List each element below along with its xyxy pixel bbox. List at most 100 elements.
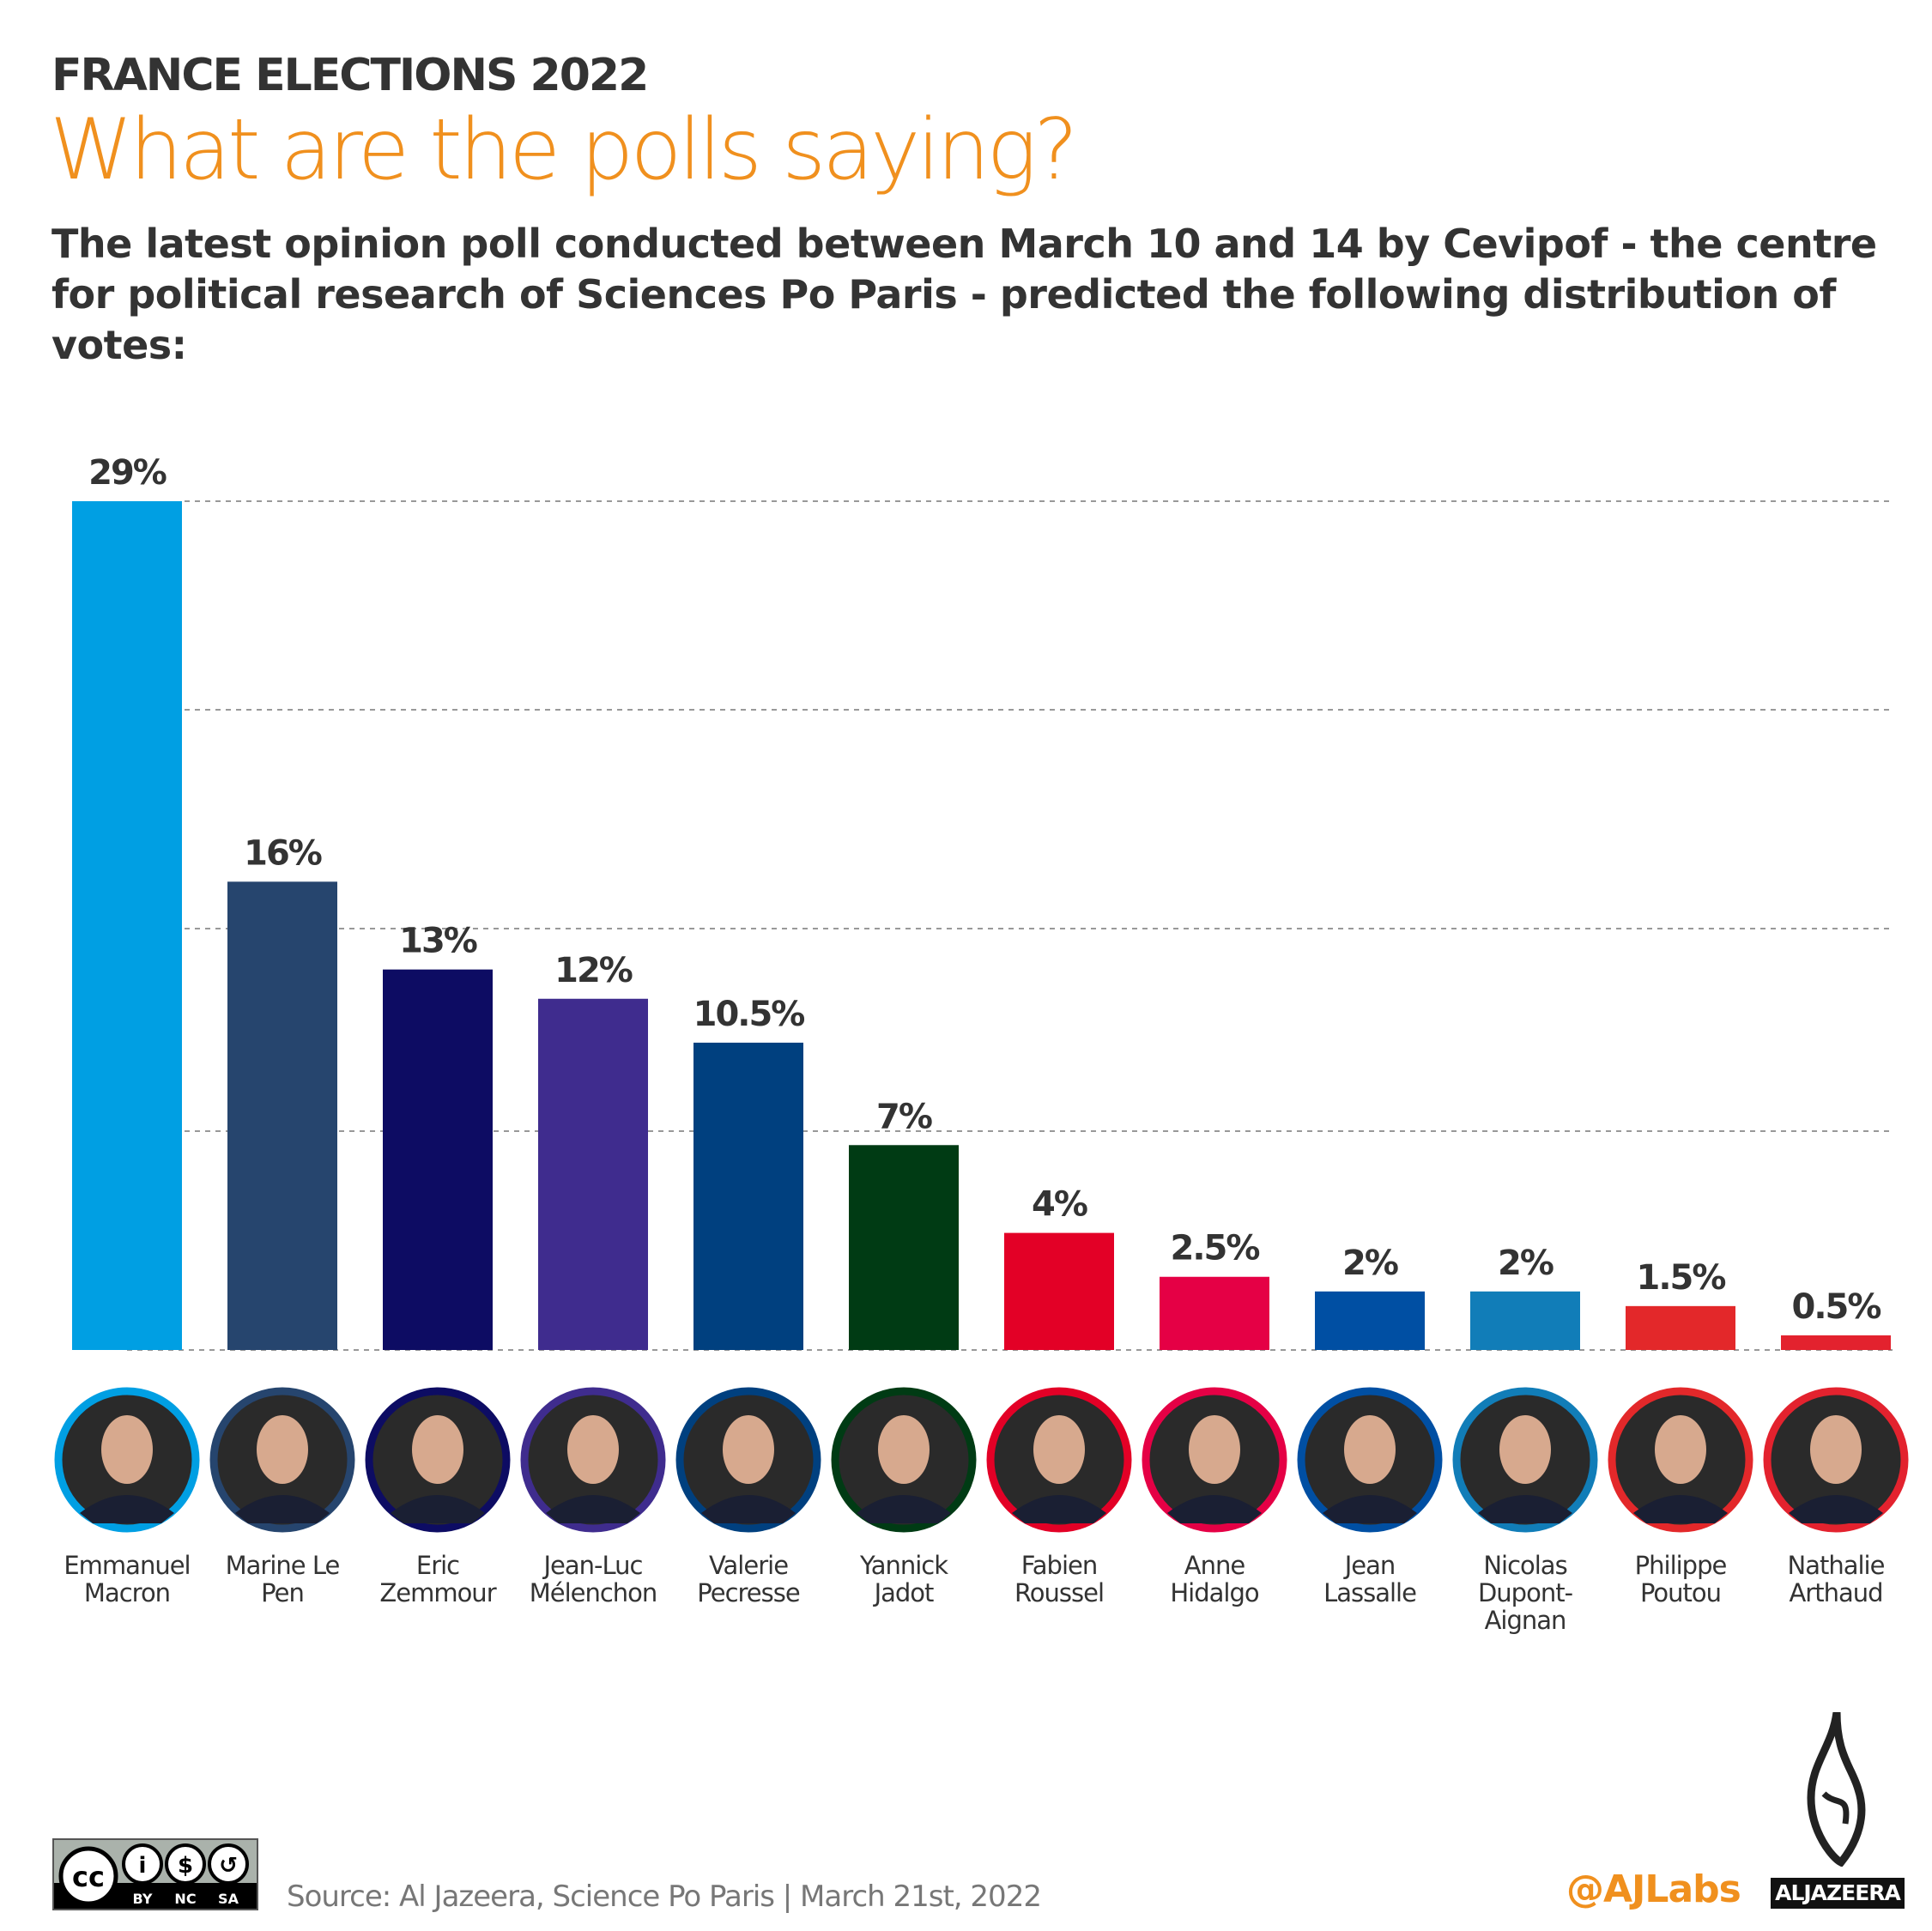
candidate-name: Emmanuel Macron xyxy=(50,1552,204,1607)
candidate-name: Nathalie Arthaud xyxy=(1759,1552,1913,1607)
shoulders-icon xyxy=(235,1495,330,1523)
candidate-name-line: Nathalie xyxy=(1787,1551,1886,1580)
face-icon xyxy=(257,1415,308,1484)
face-icon xyxy=(723,1415,774,1484)
shoulders-icon xyxy=(1323,1495,1417,1523)
candidate-name-line: Hidalgo xyxy=(1170,1578,1259,1607)
candidate-name-line: Mélenchon xyxy=(529,1578,658,1607)
candidate-name-line: Aignan xyxy=(1484,1606,1567,1635)
bar-1 xyxy=(227,881,337,1350)
bar-9 xyxy=(1470,1291,1580,1350)
face-icon xyxy=(101,1415,153,1484)
candidate-name-line: Yannick xyxy=(859,1551,948,1580)
candidate-name-line: Pecresse xyxy=(697,1578,800,1607)
candidate-name-line: Emmanuel xyxy=(64,1551,191,1580)
bar-5 xyxy=(849,1145,959,1350)
candidate-name-line: Zemmour xyxy=(379,1578,496,1607)
bar-6 xyxy=(1004,1232,1114,1350)
shoulders-icon xyxy=(391,1495,485,1523)
candidate-name-line: Eric xyxy=(415,1551,460,1580)
candidate-name: Nicolas Dupont- Aignan xyxy=(1448,1552,1602,1634)
face-icon xyxy=(1033,1415,1085,1484)
description: The latest opinion poll conducted betwee… xyxy=(51,221,1877,368)
bar-2 xyxy=(383,969,493,1350)
candidate-name: Jean-Luc Mélenchon xyxy=(516,1552,670,1607)
svg-text:↺: ↺ xyxy=(219,1853,238,1879)
candidate-name: Anne Hidalgo xyxy=(1137,1552,1292,1607)
shoulders-icon xyxy=(701,1495,796,1523)
candidate-name-line: Nicolas xyxy=(1483,1551,1567,1580)
shoulders-icon xyxy=(857,1495,951,1523)
face-icon xyxy=(1189,1415,1240,1484)
candidate-name-line: Fabien xyxy=(1021,1551,1098,1580)
face-icon xyxy=(1344,1415,1396,1484)
page-title: What are the polls saying? xyxy=(50,101,1078,199)
aljazeera-brand: ALJAZEERA xyxy=(1771,1878,1905,1909)
shoulders-icon xyxy=(546,1495,640,1523)
candidate-name-line: Dupont- xyxy=(1477,1578,1573,1607)
candidate-name: Eric Zemmour xyxy=(360,1552,515,1607)
bar-10 xyxy=(1626,1305,1735,1350)
candidate-name-line: Jean-Luc xyxy=(543,1551,644,1580)
shoulders-icon xyxy=(1789,1495,1883,1523)
candidate-name: Fabien Roussel xyxy=(982,1552,1136,1607)
aljazeera-logo-icon xyxy=(1807,1712,1866,1867)
shoulders-icon xyxy=(80,1495,174,1523)
candidate-name-line: Poutou xyxy=(1639,1578,1722,1607)
candidate-name-line: Roussel xyxy=(1014,1578,1105,1607)
candidate-name-line: Jean xyxy=(1344,1551,1396,1580)
data-label: 7% xyxy=(876,1097,932,1136)
candidate-name: Valerie Pecresse xyxy=(671,1552,826,1607)
license-nc: NC xyxy=(174,1891,196,1907)
bar-8 xyxy=(1315,1291,1425,1350)
shoulders-icon xyxy=(1478,1495,1572,1523)
candidate-name-line: Arthaud xyxy=(1789,1578,1883,1607)
shoulders-icon xyxy=(1012,1495,1106,1523)
candidate-name: Marine Le Pen xyxy=(205,1552,360,1607)
svg-text:i: i xyxy=(139,1853,147,1879)
bar-11 xyxy=(1781,1335,1891,1350)
svg-text:cc: cc xyxy=(72,1861,105,1893)
face-icon xyxy=(1499,1415,1551,1484)
data-label: 10.5% xyxy=(693,995,805,1034)
data-label: 4% xyxy=(1032,1185,1087,1225)
candidate-name-line: Marine Le xyxy=(225,1551,341,1580)
bar-chart: 29% 16% 13% 12% 10.5% 7% 4% 2.5% 2% 2% 1.5% 0.5% xyxy=(54,453,1909,1533)
candidate-name-line: Philippe xyxy=(1634,1551,1728,1580)
face-icon xyxy=(878,1415,930,1484)
source-note: Source: Al Jazeera, Science Po Paris | M… xyxy=(287,1880,1042,1914)
bar-3 xyxy=(538,998,648,1350)
candidate-name-line: Valerie xyxy=(708,1551,789,1580)
data-label: 13% xyxy=(399,922,477,961)
data-label: 16% xyxy=(244,833,322,873)
data-label: 2.5% xyxy=(1171,1229,1260,1268)
candidate-name: Jean Lassalle xyxy=(1293,1552,1447,1607)
ajlabs-handle: @AJLabs xyxy=(1566,1867,1741,1911)
face-icon xyxy=(1810,1415,1862,1484)
kicker: FRANCE ELECTIONS 2022 xyxy=(51,50,649,101)
data-label: 12% xyxy=(554,951,633,990)
candidate-name-line: Lassalle xyxy=(1323,1578,1417,1607)
bar-4 xyxy=(693,1042,803,1350)
license-sa: SA xyxy=(218,1891,239,1907)
bar-0 xyxy=(72,501,182,1350)
face-icon xyxy=(412,1415,463,1484)
candidate-name-line: Anne xyxy=(1184,1551,1245,1580)
candidate-name-line: Pen xyxy=(261,1578,305,1607)
face-icon xyxy=(567,1415,619,1484)
license-by: BY xyxy=(133,1891,153,1907)
bar-7 xyxy=(1160,1276,1269,1350)
shoulders-icon xyxy=(1167,1495,1262,1523)
data-label: 2% xyxy=(1498,1244,1553,1283)
creative-commons-badge: cc i $ ↺ BY NC SA xyxy=(52,1838,258,1910)
data-label: 29% xyxy=(88,453,167,493)
shoulders-icon xyxy=(1633,1495,1728,1523)
cc-icon: cc i $ ↺ BY NC SA xyxy=(54,1840,257,1907)
data-label: 1.5% xyxy=(1637,1258,1726,1298)
candidate-name-line: Macron xyxy=(83,1578,171,1607)
data-label: 2% xyxy=(1342,1244,1398,1283)
data-label: 0.5% xyxy=(1792,1287,1881,1327)
face-icon xyxy=(1655,1415,1706,1484)
candidate-name: Philippe Poutou xyxy=(1603,1552,1758,1607)
candidate-name: Yannick Jadot xyxy=(827,1552,981,1607)
